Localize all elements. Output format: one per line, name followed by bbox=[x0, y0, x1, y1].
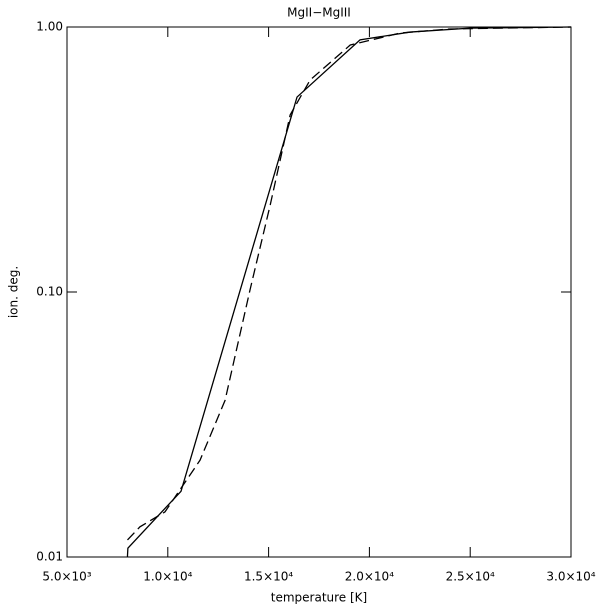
data-line bbox=[126, 26, 572, 557]
x-tick-label: 5.0×10³ bbox=[42, 570, 91, 584]
x-tick-label: 2.5×10⁴ bbox=[446, 570, 495, 584]
y-tick-label: 0.10 bbox=[36, 285, 63, 299]
plot-frame bbox=[66, 26, 572, 558]
data-line bbox=[127, 26, 572, 541]
chart-title: MgII−MgIII bbox=[287, 6, 351, 20]
y-tick-label: 1.00 bbox=[36, 20, 63, 34]
y-axis-label: ion. deg. bbox=[7, 266, 21, 318]
x-tick-label: 3.0×10⁴ bbox=[546, 570, 595, 584]
x-tick-label: 1.5×10⁴ bbox=[244, 570, 293, 584]
x-tick-label: 2.0×10⁴ bbox=[345, 570, 394, 584]
y-tick-label: 0.01 bbox=[36, 550, 63, 564]
x-axis-label: temperature [K] bbox=[271, 591, 367, 605]
x-tick-label: 1.0×10⁴ bbox=[143, 570, 192, 584]
